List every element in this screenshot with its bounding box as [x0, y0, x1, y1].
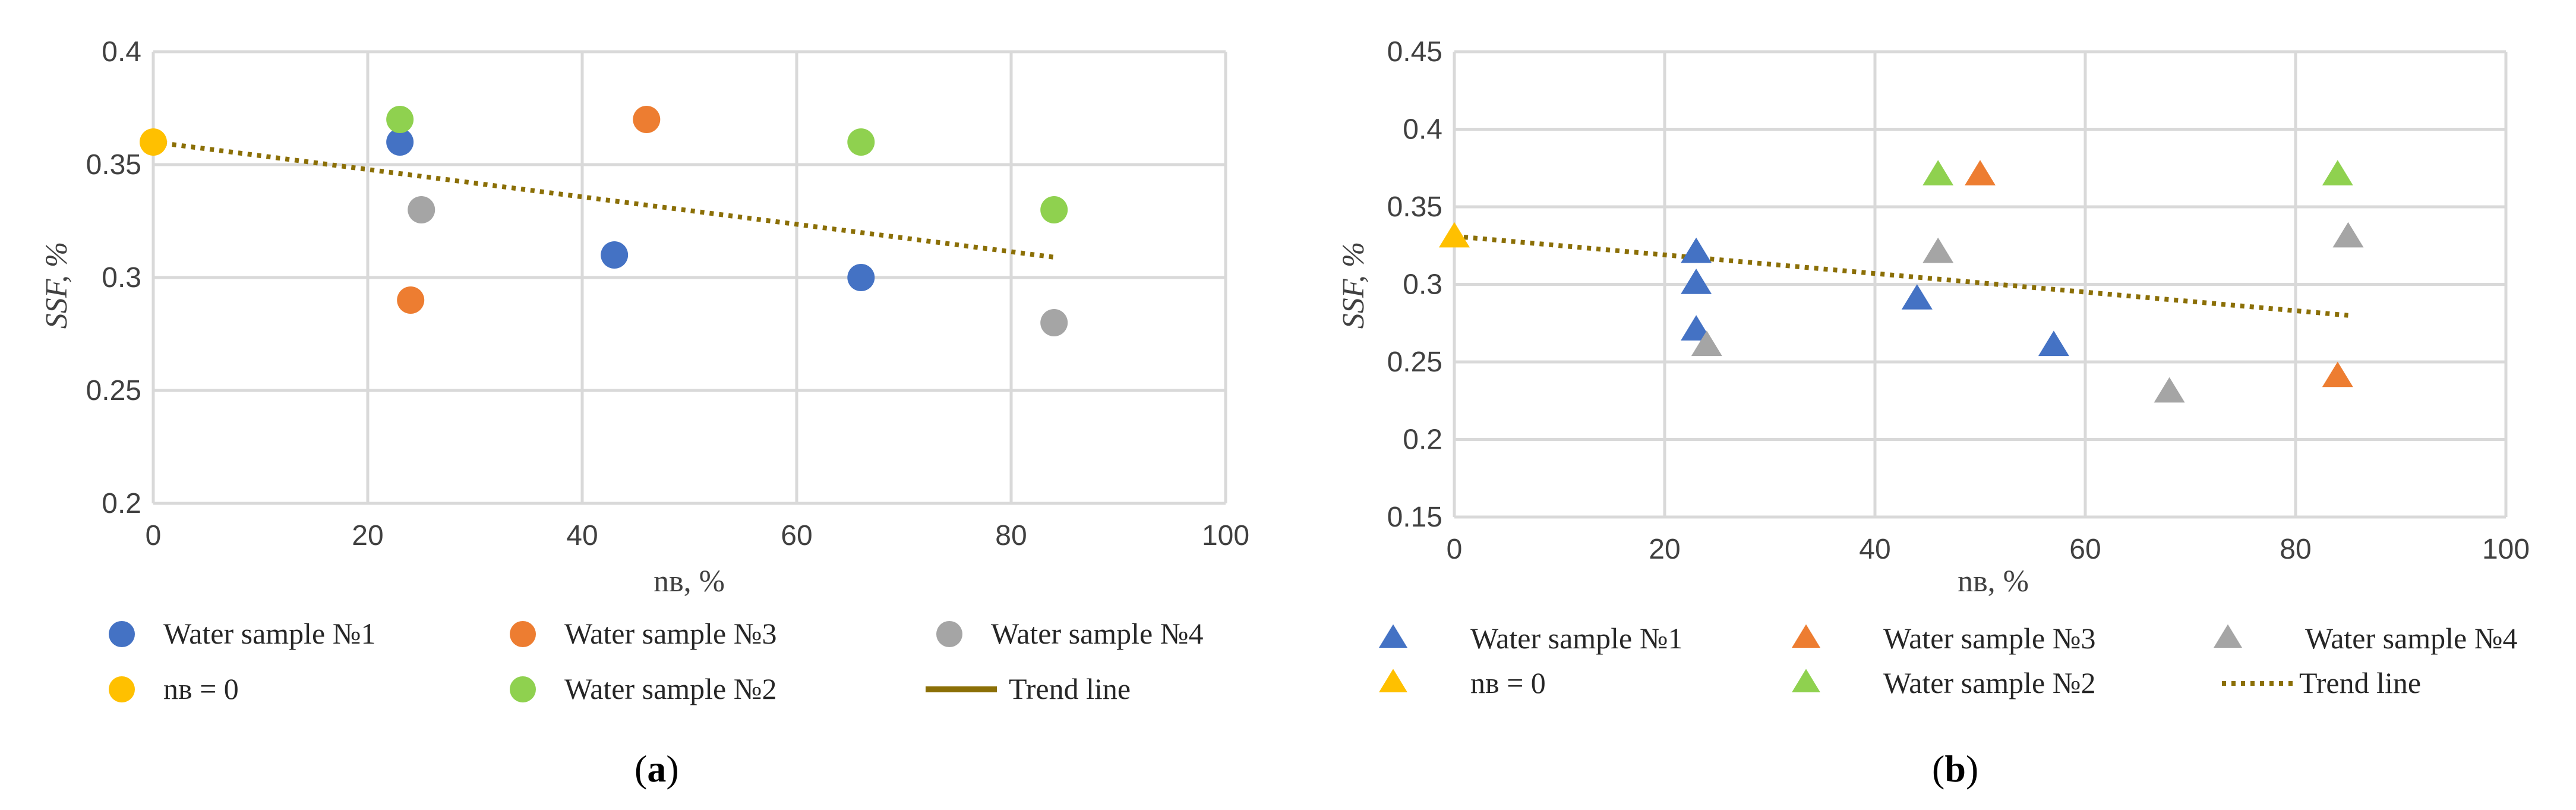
legend-label: Water sample №4 [991, 617, 1203, 650]
data-point [386, 106, 414, 133]
data-point [1691, 330, 1722, 357]
legend-label: Water sample №3 [1883, 622, 2095, 655]
data-point [633, 106, 661, 133]
data-point [601, 241, 629, 269]
legend-label: nв = 0 [163, 672, 239, 705]
panel-b: 0 20 40 60 80 100 0.15 0.2 0.25 0.3 0.35 0.4 0.45 nв,… [1337, 36, 2530, 790]
legend-swatch-water-sample-1 [109, 621, 135, 647]
legend-swatch-water-sample-2 [510, 676, 536, 702]
y-tick-label: 0.15 [1387, 502, 1442, 533]
data-point [2322, 361, 2353, 387]
data-point [1040, 309, 1068, 336]
legend-swatch-water-sample-2 [1792, 669, 1820, 692]
data-point [847, 264, 875, 291]
data-point [1681, 269, 1712, 294]
data-point [1901, 284, 1933, 310]
legend-swatch-water-sample-4 [2214, 624, 2242, 648]
series-water-sample-3 [397, 106, 661, 314]
legend-label: Water sample №4 [2305, 622, 2517, 655]
legend-swatch-water-sample-3 [1792, 624, 1820, 648]
x-tick-label: 0 [1447, 534, 1463, 565]
legend-label: Water sample №2 [1883, 666, 2095, 699]
panel-a: 0 20 40 60 80 100 0.2 0.25 0.3 0.35 0.4 nв, % SSF, %… [40, 36, 1249, 790]
legend-label: Trend line [1009, 672, 1131, 705]
y-tick-label: 0.4 [1403, 114, 1442, 146]
panel-caption: (a) [634, 748, 679, 790]
series-water-sample-1 [1681, 237, 2069, 357]
y-tick-label: 0.45 [1387, 36, 1442, 68]
panel-caption: (b) [1932, 748, 1978, 790]
y-tick-label: 0.3 [1403, 269, 1442, 301]
data-point [2154, 377, 2185, 403]
x-tick-label: 40 [566, 520, 598, 551]
legend-label: Water sample №1 [163, 617, 375, 650]
y-axis-label: SSF, % [40, 242, 74, 329]
y-tick-label: 0.2 [102, 488, 141, 519]
legend: Water sample №1 Water sample №3 Water samp… [109, 617, 1203, 705]
data-point [1040, 196, 1068, 223]
data-point [1681, 237, 1712, 263]
data-point [397, 286, 425, 314]
legend-swatch-water-sample-1 [1379, 624, 1407, 648]
data-point [1681, 315, 1712, 341]
series-n-0 [1439, 222, 1470, 248]
y-tick-label: 0.35 [1387, 191, 1442, 223]
data-point [2038, 330, 2069, 357]
series-water-sample-2 [1922, 160, 2353, 185]
y-tick-label: 0.4 [102, 36, 141, 68]
legend-label: Water sample №3 [564, 617, 776, 650]
legend-label: Trend line [2299, 666, 2421, 699]
y-tick-label: 0.35 [86, 149, 141, 181]
x-tick-label: 60 [781, 520, 812, 551]
data-point [408, 196, 435, 223]
legend-label: Water sample №2 [564, 672, 776, 705]
series-n-0 [140, 128, 167, 156]
x-tick-label: 20 [352, 520, 383, 551]
data-point [386, 128, 414, 156]
legend-swatch-n-0 [109, 676, 135, 702]
series-water-sample-4 [408, 196, 1068, 336]
x-tick-label: 100 [1202, 520, 1249, 551]
data-point [1965, 160, 1996, 185]
data-point [1922, 237, 1954, 263]
x-tick-label: 40 [1859, 534, 1890, 565]
y-tick-label: 0.2 [1403, 424, 1442, 456]
legend: Water sample №1 Water sample №3 Water samp… [1379, 622, 2517, 699]
x-tick-label: 80 [995, 520, 1027, 551]
data-point [2322, 160, 2353, 185]
y-axis-label: SSF, % [1337, 242, 1371, 329]
x-tick-label: 60 [2069, 534, 2101, 565]
series-water-sample-4 [1691, 222, 2364, 403]
x-tick-label: 80 [2280, 534, 2311, 565]
y-tick-label: 0.25 [86, 375, 141, 406]
x-tick-label: 100 [2482, 534, 2530, 565]
legend-swatch-water-sample-4 [936, 621, 962, 647]
legend-label: Water sample №1 [1470, 622, 1682, 655]
series-water-sample-1 [386, 128, 875, 291]
data-point [847, 128, 875, 156]
data-point [2332, 222, 2364, 248]
x-axis-label: nв, % [1958, 565, 2029, 598]
x-axis-label: nв, % [654, 565, 725, 598]
x-tick-label: 20 [1649, 534, 1680, 565]
legend-label: nв = 0 [1470, 666, 1546, 699]
trend-line [1454, 234, 2348, 318]
y-tick-label: 0.3 [102, 262, 141, 294]
data-point [140, 128, 167, 156]
series-water-sample-2 [386, 106, 1068, 223]
legend-swatch-n-0 [1379, 669, 1407, 692]
trend-line [153, 140, 1055, 260]
data-point [1439, 222, 1470, 248]
y-tick-label: 0.25 [1387, 346, 1442, 378]
series-water-sample-3 [1965, 160, 2353, 387]
data-point [1922, 160, 1954, 185]
x-tick-label: 0 [146, 520, 162, 551]
legend-swatch-water-sample-3 [510, 621, 536, 647]
